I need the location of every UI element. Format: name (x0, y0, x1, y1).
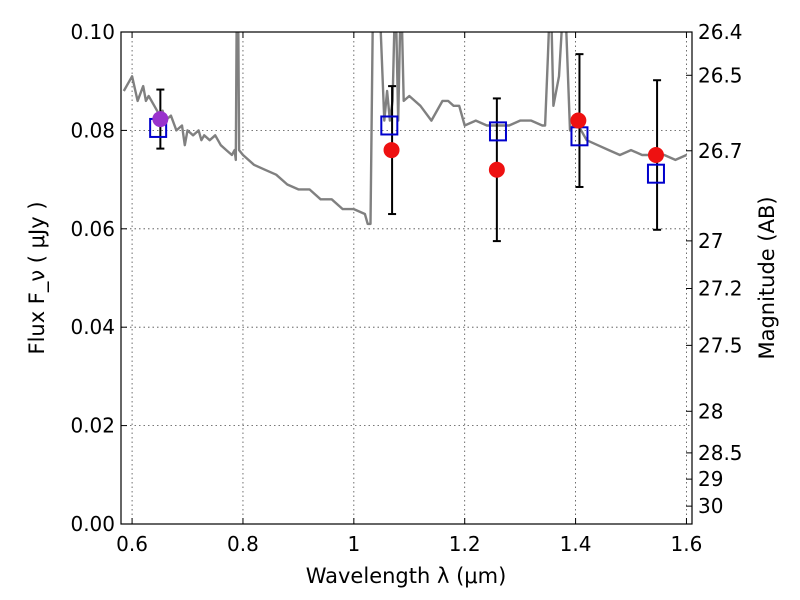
x-tick-label: 1.6 (671, 532, 703, 556)
y2-tick-label: 26.4 (698, 20, 743, 44)
y2-tick-label: 29 (698, 467, 723, 491)
y2-tick-label: 27 (698, 229, 723, 253)
axes: 0.6 0.8 1 1.2 1.4 1.6 0.00 0.02 0.04 0.06 0.08 0.10… (70, 20, 742, 556)
model-flux-square (380, 115, 399, 136)
x-tick-label: 1.2 (449, 532, 481, 556)
y-tick-label: 0.00 (70, 512, 115, 536)
model-spectrum-line (122, 32, 687, 226)
y-tick-label: 0.10 (70, 20, 115, 44)
plot-frame (120, 31, 693, 525)
y2-tick-label: 28.5 (698, 441, 743, 465)
y2-axis-label: Magnitude (AB) (755, 196, 779, 359)
observed-flux-point (647, 147, 664, 163)
observed-flux-point (383, 142, 400, 159)
x-tick-label: 0.8 (227, 532, 259, 556)
y-tick-label: 0.04 (70, 315, 115, 339)
x-tick-label: 1.4 (560, 532, 592, 556)
y-axis-label: Flux F_ν ( μJy ) (25, 201, 50, 354)
x-axis-label: Wavelength λ (μm) (306, 564, 507, 588)
x-tick-label: 1 (347, 532, 360, 556)
grid (121, 31, 692, 525)
model-flux-square (488, 121, 507, 142)
x-tick-label: 0.6 (116, 532, 148, 556)
y-tick-label: 0.02 (70, 414, 115, 438)
observed-flux-point (570, 112, 587, 129)
y2-tick-label: 30 (698, 494, 723, 518)
y2-tick-label: 28 (698, 399, 723, 423)
y2-tick-label: 27.2 (698, 277, 743, 301)
y2-tick-label: 27.5 (698, 333, 743, 357)
y-tick-label: 0.08 (70, 118, 115, 142)
model-flux-square (646, 163, 665, 184)
y-tick-label: 0.06 (70, 217, 115, 241)
y2-tick-label: 26.5 (698, 63, 743, 87)
observed-flux-point (488, 161, 505, 178)
plot-area (122, 32, 687, 243)
observed-flux-point (152, 111, 169, 128)
y2-tick-label: 26.7 (698, 139, 743, 163)
